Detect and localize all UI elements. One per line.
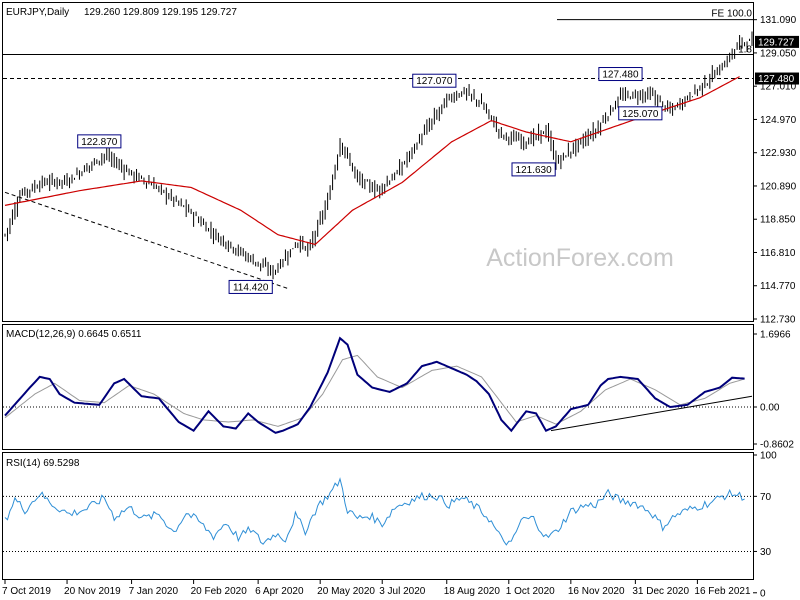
- y-tick-label: 131.090: [760, 15, 797, 26]
- x-tick-label: 20 May 2020: [317, 586, 375, 597]
- price-series: FE 100.0 1.8 122.870 114.420 127.070 121.630 1…: [3, 9, 753, 294]
- axes: 131.090 129.050 127.010 124.970 122.930 120.8…: [2, 15, 799, 599]
- y-tick-label: 118.850: [760, 215, 796, 226]
- price-annotation: 114.420: [233, 282, 269, 293]
- macd-series: [3, 336, 753, 434]
- x-tick-label: 16 Nov 2020: [568, 586, 625, 597]
- rsi-tick-label: 100: [760, 451, 777, 462]
- price-annotation-box: [511, 162, 556, 177]
- rsi-line: [4, 477, 745, 546]
- x-tick-label: 16 Feb 2021: [694, 586, 751, 597]
- price-annotation-box: [598, 67, 643, 82]
- price-annotation: 122.870: [81, 137, 118, 148]
- x-tick-label: 20 Feb 2020: [191, 586, 248, 597]
- moving-average-line: [4, 76, 740, 246]
- price-annotation-box: [77, 134, 122, 149]
- macd-label: MACD(12,26,9) 0.6645 0.6511: [6, 329, 142, 340]
- rsi-tick-label: 70: [760, 492, 772, 503]
- fe-partial-label: 1.8: [738, 45, 752, 56]
- price-annotation: 121.630: [516, 165, 553, 176]
- y-tick-label: 122.930: [760, 148, 797, 159]
- macd-tick-label: -0.8602: [760, 440, 794, 451]
- price-annotation-box: [412, 73, 457, 88]
- rsi-tick-label: 30: [760, 547, 772, 558]
- level-badge: 127.480: [758, 74, 795, 85]
- y-tick-label: 120.890: [760, 181, 797, 192]
- y-tick-label: 114.770: [760, 281, 796, 292]
- last-price-badge-bg: [755, 35, 799, 48]
- price-panel: [2, 2, 754, 322]
- x-tick-label: 7 Oct 2019: [2, 586, 51, 597]
- x-tick-label: 3 Jul 2020: [379, 586, 426, 597]
- x-tick-label: 6 Apr 2020: [255, 586, 304, 597]
- price-annotation-box: [618, 106, 663, 121]
- price-annotation: 127.070: [416, 76, 453, 87]
- y-tick-label: 124.970: [760, 115, 797, 126]
- y-tick-label: 112.730: [760, 315, 796, 326]
- watermark: ActionForex.com: [486, 244, 674, 272]
- ohlc-values: 129.260 129.809 129.195 129.727: [84, 7, 237, 18]
- fe-level-label: FE 100.0: [711, 9, 752, 20]
- rsi-tick-label: 0: [760, 588, 766, 599]
- rsi-series: [3, 477, 753, 552]
- macd-panel: [2, 324, 754, 450]
- symbol-label: EURJPY,Daily: [6, 7, 69, 18]
- price-annotation-box: [228, 279, 273, 294]
- x-tick-label: 20 Nov 2019: [64, 586, 121, 597]
- x-tick-label: 7 Jan 2020: [129, 586, 179, 597]
- y-tick-label: 116.810: [760, 248, 796, 259]
- x-tick-label: 18 Aug 2020: [444, 586, 501, 597]
- macd-tick-label: 0.00: [760, 402, 780, 413]
- rsi-label: RSI(14) 69.5298: [6, 458, 80, 469]
- macd-signal-line: [4, 354, 745, 427]
- y-tick-label: 127.010: [760, 82, 797, 93]
- price-annotation: 127.480: [602, 70, 639, 81]
- macd-tick-label: 1.6966: [760, 330, 791, 341]
- rsi-panel: [2, 452, 754, 580]
- macd-line: [4, 336, 745, 434]
- y-tick-label: 129.050: [760, 48, 797, 59]
- price-annotation: 125.070: [622, 109, 659, 120]
- macd-trendline: [550, 395, 753, 432]
- x-tick-label: 1 Oct 2020: [506, 586, 555, 597]
- trendline: [4, 191, 289, 289]
- last-price-badge: 129.727: [758, 37, 795, 48]
- x-tick-label: 31 Dec 2020: [632, 586, 689, 597]
- level-badge-bg: [755, 72, 799, 85]
